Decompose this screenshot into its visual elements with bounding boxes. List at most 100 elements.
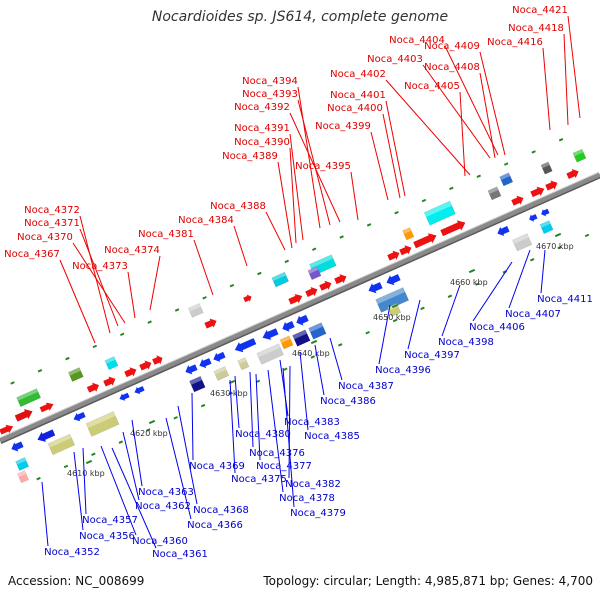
- top-leader-line: [479, 51, 506, 156]
- top-leader-line: [297, 99, 331, 226]
- reverse-gene-arrow: [199, 358, 212, 369]
- gene-arrow-shape: [368, 282, 383, 294]
- gene-arrow-shape: [530, 186, 545, 198]
- top-leader-line: [479, 72, 496, 159]
- forward-gene-arrow: [103, 376, 116, 387]
- bottom-gene-label: Noca_4361: [152, 549, 208, 560]
- bottom-outer-tick: [63, 464, 69, 469]
- forward-gene-arrow: [204, 318, 217, 329]
- reverse-gene-arrow: [185, 364, 198, 375]
- bottom-gene-label: Noca_4387: [338, 381, 394, 392]
- bottom-gene-label: Noca_4396: [375, 365, 431, 376]
- gene-box: [17, 470, 30, 484]
- scale-label: 4620 kbp: [130, 429, 168, 438]
- bottom-leader-line: [82, 447, 87, 515]
- scale-tick: [468, 268, 476, 274]
- bottom-leader-line: [255, 373, 261, 461]
- top-gene-label: Noca_4372: [24, 205, 80, 216]
- gene-box-body: [387, 303, 402, 317]
- top-gene-label: Noca_4405: [404, 81, 460, 92]
- gene-arrow-shape: [334, 274, 347, 285]
- bottom-leader-line: [472, 261, 513, 322]
- scale-label: 4660 kbp: [450, 278, 488, 287]
- gene-box-body: [256, 343, 284, 365]
- gene-arrow-shape: [288, 294, 303, 305]
- gene-arrow-shape: [262, 328, 279, 340]
- top-outer-tick: [449, 186, 454, 191]
- gene-box: [308, 322, 327, 340]
- bottom-outer-tick: [283, 367, 288, 371]
- top-outer-tick: [37, 369, 43, 373]
- gene-arrow-shape: [185, 364, 198, 375]
- bottom-outer-tick: [557, 245, 562, 250]
- bottom-gene-label: Noca_4383: [284, 417, 340, 428]
- bottom-gene-label: Noca_4380: [235, 429, 291, 440]
- bottom-leader-line: [288, 365, 291, 479]
- gene-box: [237, 357, 250, 371]
- forward-gene-arrow: [152, 355, 163, 365]
- bottom-outer-tick: [584, 233, 590, 238]
- gene-arrow-shape: [566, 168, 579, 179]
- bottom-outer-tick: [337, 343, 343, 347]
- top-leader-line: [265, 211, 286, 251]
- bottom-gene-label: Noca_4369: [189, 461, 245, 472]
- gene-box-shine: [189, 376, 203, 385]
- gene-box: [540, 161, 553, 175]
- top-gene-label: Noca_4371: [24, 218, 80, 229]
- gene-box-body: [187, 303, 204, 318]
- gene-box-body: [16, 388, 42, 408]
- bottom-gene-label: Noca_4407: [505, 309, 561, 320]
- top-leader-line: [385, 100, 406, 197]
- reverse-gene-arrow: [37, 429, 56, 442]
- gene-arrow-shape: [139, 360, 152, 371]
- top-outer-tick: [229, 283, 235, 288]
- genome-summary-text: Topology: circular; Length: 4,985,871 bp…: [263, 574, 593, 588]
- reverse-gene-arrow: [213, 351, 226, 362]
- gene-box-shine: [512, 233, 529, 244]
- bottom-leader-line: [329, 337, 343, 381]
- reverse-gene-arrow: [368, 282, 383, 294]
- gene-arrow-shape: [73, 411, 86, 422]
- top-leader-line: [563, 33, 569, 126]
- top-leader-line: [127, 271, 136, 319]
- gene-box-body: [279, 335, 294, 350]
- forward-gene-arrow: [39, 402, 54, 413]
- bottom-gene-label: Noca_4356: [79, 531, 135, 542]
- top-outer-tick: [147, 320, 152, 324]
- gene-box-shine: [279, 335, 291, 344]
- top-gene-label: Noca_4400: [327, 103, 383, 114]
- top-outer-tick: [174, 308, 180, 312]
- gene-arrow-shape: [545, 180, 558, 191]
- backbone: [0, 172, 600, 444]
- gene-box-shine: [68, 367, 81, 376]
- top-leader-line: [277, 161, 293, 249]
- bottom-gene-label: Noca_4362: [135, 501, 191, 512]
- gene-arrow-shape: [529, 214, 538, 222]
- top-leader-line: [382, 113, 401, 199]
- reverse-gene-arrow: [296, 314, 309, 326]
- gene-arrow-shape: [213, 351, 226, 362]
- bottom-outer-tick: [529, 258, 535, 262]
- top-leader-line: [289, 133, 304, 241]
- bottom-leader-line: [441, 284, 461, 337]
- top-outer-tick: [339, 235, 344, 239]
- gene-box-body: [402, 227, 415, 241]
- reverse-gene-arrow: [386, 274, 401, 286]
- bottom-gene-label: Noca_4386: [320, 396, 376, 407]
- top-leader-line: [297, 86, 321, 229]
- forward-gene-arrow: [243, 294, 252, 303]
- scale-tick: [310, 339, 318, 345]
- gene-box-body: [15, 457, 30, 471]
- gene-box-body: [572, 148, 587, 163]
- gene-box: [307, 266, 322, 281]
- gene-box-shine: [307, 266, 319, 274]
- gene-arrow-shape: [204, 318, 217, 329]
- top-gene-label: Noca_4384: [178, 215, 234, 226]
- top-leader-line: [350, 171, 359, 221]
- top-leader-line: [72, 242, 126, 324]
- forward-gene-arrow: [305, 286, 318, 297]
- gene-box: [423, 200, 456, 226]
- scale-label: 4630 kbp: [210, 389, 248, 398]
